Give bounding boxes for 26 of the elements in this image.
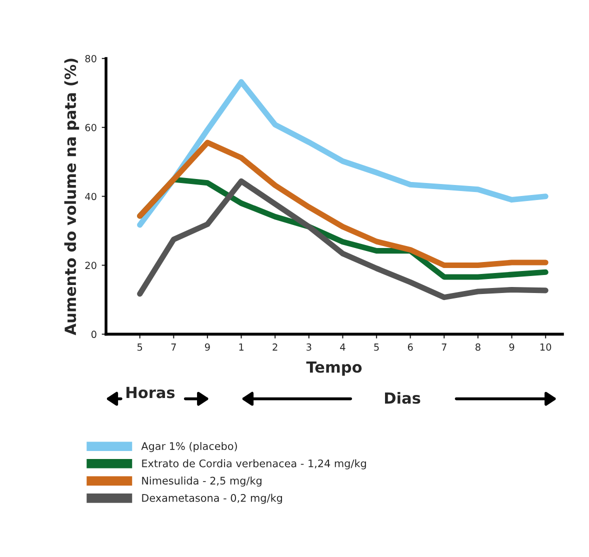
x-tick-label: 10 (540, 343, 552, 351)
x-tick-label: 2 (272, 343, 278, 351)
y-axis-title: Aumento do volume na pata (%) (64, 58, 80, 336)
x-tick-label: 9 (509, 343, 514, 351)
y-tick-label: 0 (91, 330, 96, 338)
text: Dias (385, 392, 420, 404)
legend-label: Extrato de Cordia verbenacea - 1,24 mg/kg (142, 459, 366, 470)
x-tick-label: 5 (137, 344, 142, 351)
legend-label: Dexametasona - 0,2 mg/kg (142, 494, 282, 504)
x-tick-label: 3 (306, 343, 312, 351)
y-tick-label: 40 (85, 192, 96, 200)
y-tick-label: 60 (85, 124, 96, 132)
x-tick-label: 8 (476, 343, 480, 351)
x-tick-label: 1 (239, 344, 244, 351)
x-axis-title: Tempo (306, 361, 362, 376)
y-tick-label: 80 (85, 54, 96, 62)
legend-label: Agar 1% (placebo) (141, 442, 237, 452)
x-tick-label: 7 (442, 344, 446, 351)
text: Horas (126, 386, 175, 398)
x-tick-label: 9 (204, 343, 210, 351)
y-tick-label: 20 (85, 262, 96, 270)
legend-label: Nimesulida - 2,5 mg/kg (142, 476, 262, 487)
x-tick-label: 6 (408, 343, 413, 351)
x-tick-label: 7 (171, 344, 176, 351)
x-tick-label: 5 (374, 344, 379, 351)
x-tick-label: 4 (340, 344, 346, 351)
